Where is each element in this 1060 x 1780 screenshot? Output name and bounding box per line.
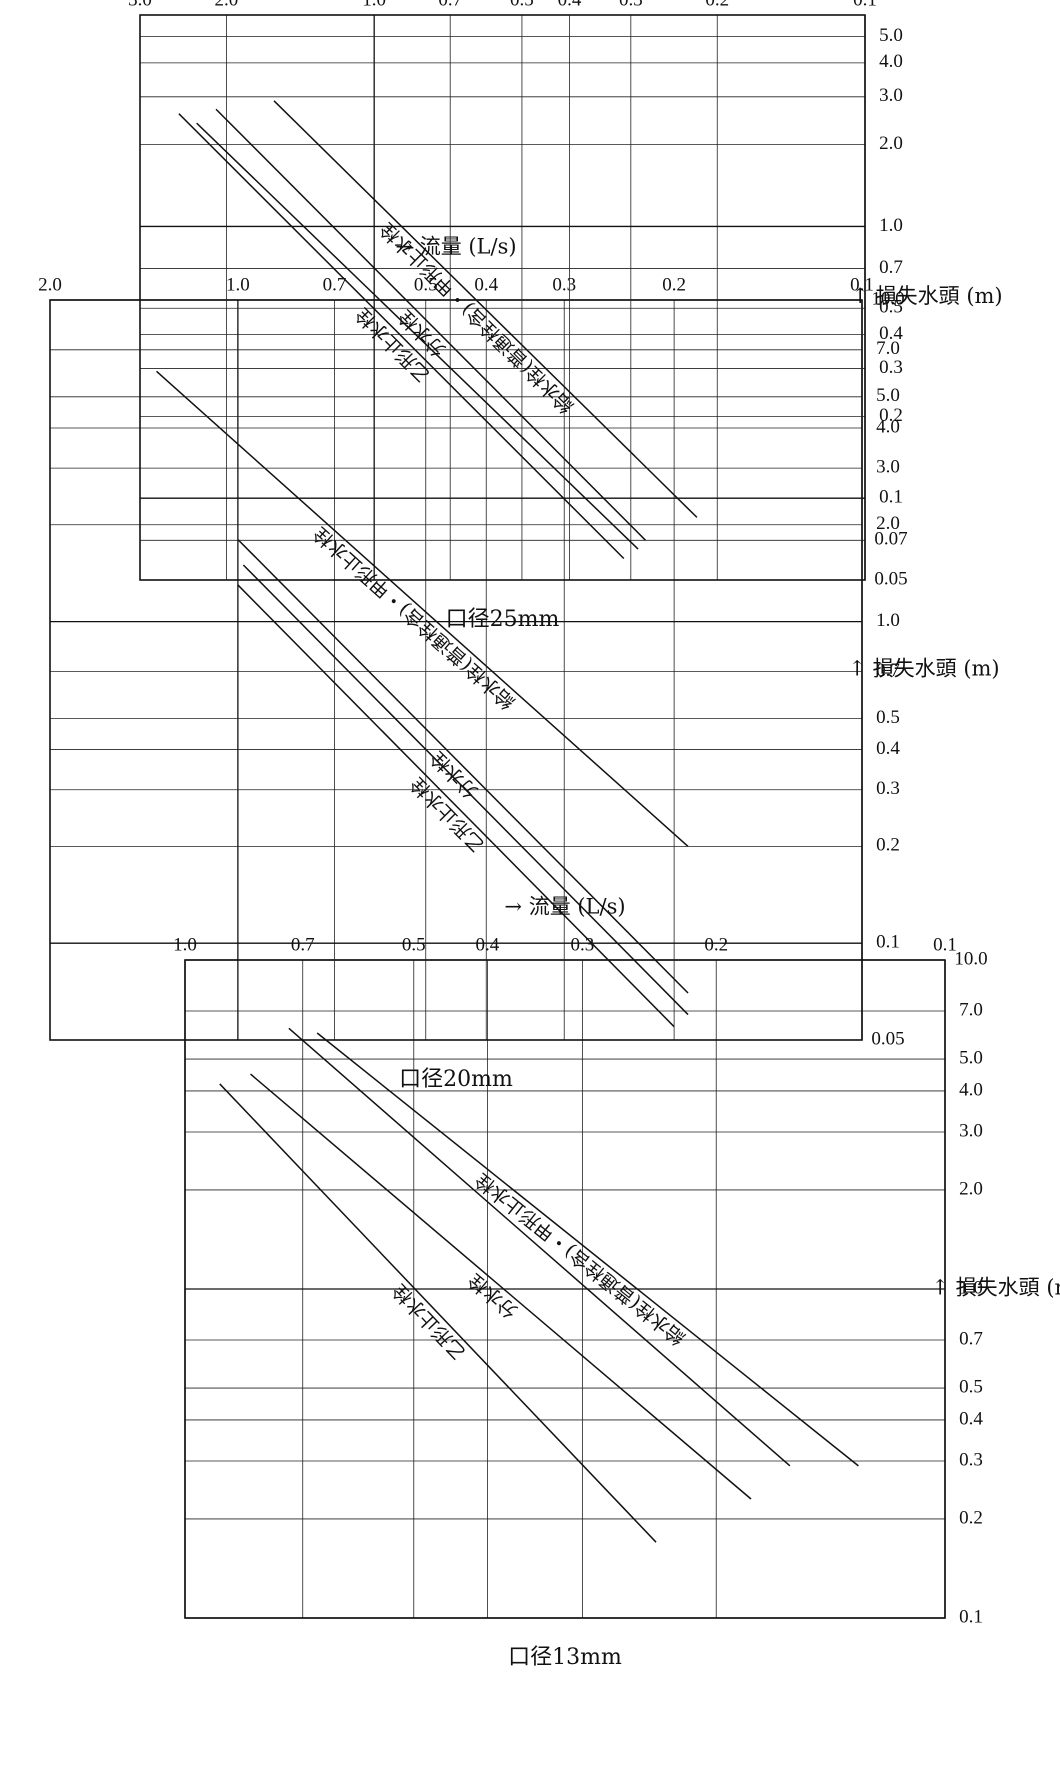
x-tick-label: 0.4 [476,934,500,955]
y-tick-label: 3.0 [959,1120,983,1141]
series-line [273,100,698,518]
y-tick-label: 0.5 [959,1376,983,1397]
y-tick-label: 4.0 [879,51,903,72]
y-tick-label: 1.0 [959,1277,983,1298]
y-tick-label: 0.4 [879,323,903,344]
x-tick-label: 0.4 [558,0,582,10]
x-tick-label: 1.0 [173,934,197,955]
plot-frame [139,14,866,581]
x-tick-label: 1.0 [226,274,250,295]
series-line [237,584,675,1028]
x-tick-label: 0.4 [474,274,498,295]
x-axis-title: → 流量 (L/s) [504,895,625,919]
x-tick-label: 0.2 [704,934,728,955]
series-line [219,1083,657,1543]
series-line [250,1073,752,1500]
x-tick-label: 0.1 [933,934,957,955]
series-line [237,538,689,994]
chart-title: 口径20mm [399,1067,513,1092]
y-tick-label: 0.05 [871,1028,904,1049]
y-tick-label: 7.0 [959,999,983,1020]
y-tick-label: 5.0 [879,25,903,46]
y-tick-label: 7.0 [876,338,900,359]
y-tick-label: 2.0 [959,1178,983,1199]
chart-title: 口径25mm [446,607,560,632]
y-tick-label: 3.0 [876,457,900,478]
y-tick-label: 10.0 [871,288,904,309]
y-tick-label: 0.2 [959,1507,983,1528]
x-tick-label: 0.5 [402,934,426,955]
x-tick-label: 2.0 [215,0,239,10]
y-tick-label: 0.05 [874,568,907,589]
y-tick-label: 0.5 [876,707,900,728]
y-tick-label: 0.2 [879,405,903,426]
y-tick-label: 0.3 [876,778,900,799]
x-tick-label: 0.7 [438,0,462,10]
y-axis-title: ↑ 損失水頭 (m) [931,1276,1060,1300]
y-tick-label: 0.1 [876,932,900,953]
y-axis-title: ↑ 損失水頭 (m) [848,657,999,681]
series-line [215,108,647,541]
y-tick-label: 1.0 [879,215,903,236]
x-tick-label: 0.2 [662,274,686,295]
y-tick-label: 0.4 [876,738,900,759]
x-tick-label: 0.3 [619,0,643,10]
series-line [196,122,639,550]
y-tick-label: 5.0 [959,1047,983,1068]
y-tick-label: 0.3 [879,357,903,378]
y-tick-label: 0.4 [959,1408,983,1429]
y-tick-label: 0.2 [876,835,900,856]
y-tick-label: 0.7 [879,257,903,278]
series-line [288,1027,791,1467]
chart-title: 口径13mm [508,1645,622,1670]
y-tick-label: 0.5 [879,297,903,318]
x-tick-label: 0.5 [510,0,534,10]
chart-panel-1: 0.1 0.2 0.3 0.4 0.5 0.7 1.0 0.1 0.2 0.3 0.4 0.5 0.7 1… [173,895,1060,1671]
y-tick-label: 0.1 [879,487,903,508]
x-tick-label: 0.2 [705,0,729,10]
plot-frame [49,299,863,1041]
x-tick-label: 2.0 [38,274,62,295]
series-label: 給水栓(普通栓含)・甲形止水栓 [471,1168,689,1349]
y-tick-label: 0.7 [959,1328,983,1349]
x-tick-label: 0.7 [323,274,347,295]
x-tick-label: 0.1 [853,0,877,10]
y-tick-label: 2.0 [876,513,900,534]
y-tick-label: 4.0 [959,1079,983,1100]
x-tick-label: 0.3 [571,934,595,955]
x-axis-title: → 流量 (L/s) [395,235,516,259]
x-tick-label: 3.0 [128,0,152,10]
y-tick-label: 1.0 [876,610,900,631]
plot-frame [184,959,946,1619]
series-label: 乙形止水栓 [388,1279,469,1363]
x-tick-label: 0.3 [552,274,576,295]
chart-panel-3: 0.10.20.30.40.50.71.02.03.00.050.070.10.… [128,0,1003,632]
series-line [316,1032,859,1467]
x-tick-label: 0.1 [850,274,874,295]
y-tick-label: 0.7 [876,660,900,681]
x-tick-label: 0.5 [414,274,438,295]
series-line [242,564,689,1016]
y-tick-label: 5.0 [876,385,900,406]
x-tick-label: 0.7 [291,934,315,955]
y-tick-label: 4.0 [876,416,900,437]
y-tick-label: 2.0 [879,133,903,154]
series-line [178,113,625,560]
y-tick-label: 0.1 [959,1606,983,1627]
y-tick-label: 3.0 [879,85,903,106]
y-tick-label: 0.07 [874,529,907,550]
y-tick-label: 0.3 [959,1449,983,1470]
y-tick-label: 10.0 [954,948,987,969]
series-label: 分水栓 [464,1269,522,1323]
series-line [156,370,689,847]
y-axis-title: ↑ 損失水頭 (m) [851,284,1002,308]
x-tick-label: 1.0 [362,0,386,10]
